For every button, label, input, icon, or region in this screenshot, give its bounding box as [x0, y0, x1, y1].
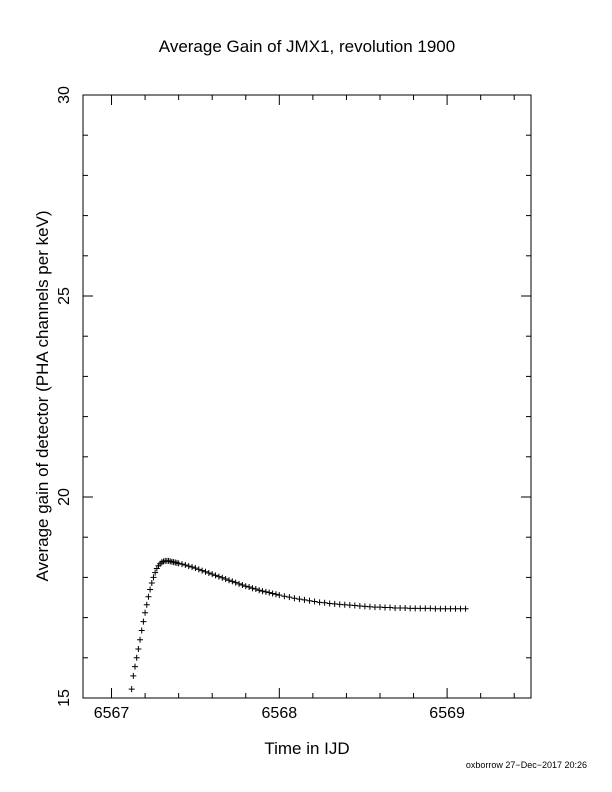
data-point [276, 592, 283, 599]
data-point [143, 601, 150, 608]
data-point [147, 586, 154, 593]
data-point [272, 591, 279, 598]
data-point [437, 605, 444, 612]
axis-tick-labels: 15 20 25 30 6567 6568 6569 [56, 86, 465, 722]
data-point [371, 604, 378, 611]
plot-frame [82, 94, 532, 699]
data-point [351, 602, 358, 609]
data-point [397, 604, 404, 611]
data-point [316, 599, 323, 606]
data-point [138, 627, 145, 634]
data-point [137, 636, 144, 643]
data-point [341, 601, 348, 608]
data-point [229, 578, 236, 585]
data-point [311, 598, 318, 605]
data-point [199, 567, 206, 574]
data-point [356, 602, 363, 609]
data-point [457, 605, 464, 612]
data-point [452, 605, 459, 612]
data-point [239, 582, 246, 589]
data-point [387, 604, 394, 611]
data-point [417, 605, 424, 612]
data-point [442, 605, 449, 612]
y-tick-label: 25 [56, 287, 73, 305]
data-point [346, 602, 353, 609]
data-point [321, 599, 328, 606]
axis-ticks [83, 94, 531, 699]
data-point [192, 565, 199, 572]
data-point [392, 604, 399, 611]
data-point [266, 589, 273, 596]
data-point [242, 583, 249, 590]
data-point [252, 586, 259, 593]
chart-title: Average Gain of JMX1, revolution 1900 [159, 37, 455, 56]
data-point [130, 672, 137, 679]
data-point [427, 605, 434, 612]
data-point [407, 605, 414, 612]
data-point [262, 588, 269, 595]
data-point [326, 600, 333, 607]
x-axis-label: Time in IJD [264, 739, 349, 758]
data-point [225, 577, 232, 584]
data-point [215, 573, 222, 580]
x-tick-label: 6568 [262, 705, 298, 722]
data-point [178, 561, 185, 568]
y-tick-label: 30 [56, 86, 73, 104]
data-point [189, 563, 196, 570]
y-tick-label: 20 [56, 488, 73, 506]
data-point [259, 588, 266, 595]
data-point [132, 663, 139, 670]
data-point [135, 645, 142, 652]
data-point [140, 618, 147, 625]
data-point [142, 609, 149, 616]
y-axis-label: Average gain of detector (PHA channels p… [33, 210, 52, 581]
data-point [331, 600, 338, 607]
data-point [185, 563, 192, 570]
data-points [128, 557, 469, 693]
data-point [249, 585, 256, 592]
data-point [232, 579, 239, 586]
data-point [361, 603, 368, 610]
footer-credit: oxborrow 27−Dec−2017 20:26 [466, 760, 587, 770]
data-point [209, 571, 216, 578]
data-point [152, 569, 159, 576]
data-point [291, 595, 298, 602]
data-point [133, 654, 140, 661]
data-point [462, 605, 469, 612]
data-point [182, 561, 189, 568]
data-point [366, 603, 373, 610]
data-point [336, 601, 343, 608]
data-point [148, 580, 155, 587]
data-point [281, 593, 288, 600]
data-point [222, 576, 229, 583]
data-point [432, 605, 439, 612]
data-point [145, 593, 152, 600]
data-point [195, 566, 202, 573]
x-tick-label: 6569 [429, 705, 465, 722]
data-point [376, 604, 383, 611]
data-point [286, 594, 293, 601]
data-point [175, 560, 182, 567]
data-point [269, 590, 276, 597]
data-point [128, 686, 135, 693]
data-point [422, 605, 429, 612]
data-point [219, 574, 226, 581]
x-tick-label: 6567 [94, 705, 130, 722]
data-point [236, 580, 243, 587]
data-point [246, 584, 253, 591]
data-point [306, 597, 313, 604]
y-tick-label: 15 [56, 689, 73, 707]
data-point [382, 604, 389, 611]
data-point [412, 605, 419, 612]
data-point [301, 596, 308, 603]
data-point [205, 569, 212, 576]
data-point [402, 604, 409, 611]
data-point [296, 596, 303, 603]
data-point [212, 572, 219, 579]
data-point [447, 605, 454, 612]
data-point [202, 568, 209, 575]
data-point [256, 587, 263, 594]
data-point [150, 574, 157, 581]
